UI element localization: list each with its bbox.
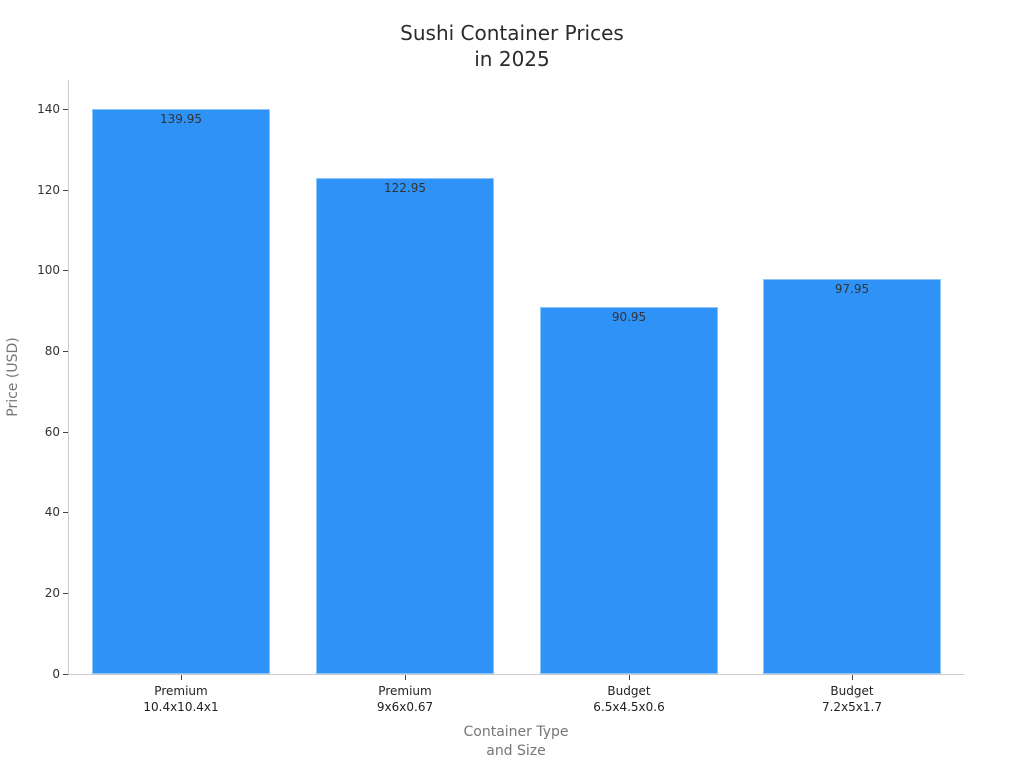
- y-tick-20: 20: [0, 586, 68, 600]
- x-tick-3: Budget 7.2x5x1.7: [763, 675, 941, 715]
- x-axis-line: [68, 674, 964, 675]
- x-tick-label: Budget 6.5x4.5x0.6: [593, 684, 665, 714]
- x-tick-label: Premium 10.4x10.4x1: [143, 684, 219, 714]
- x-tick-2: Budget 6.5x4.5x0.6: [540, 675, 718, 715]
- bar-premium-10.4x10.4x1: 139.95: [92, 109, 270, 674]
- chart-title: Sushi Container Prices in 2025: [0, 20, 1024, 72]
- x-tick-1: Premium 9x6x0.67: [316, 675, 494, 715]
- x-tick-0: Premium 10.4x10.4x1: [92, 675, 270, 715]
- y-tick-0: 0: [0, 667, 68, 681]
- bar-budget-7.2x5x1.7: 97.95: [763, 279, 941, 674]
- y-tick-60: 60: [0, 425, 68, 439]
- y-tick-100: 100: [0, 263, 68, 277]
- chart-title-line-2: in 2025: [474, 47, 550, 71]
- y-tick-120: 120: [0, 183, 68, 197]
- bar-budget-6.5x4.5x0.6: 90.95: [540, 307, 718, 674]
- x-tick-label: Premium 9x6x0.67: [376, 684, 434, 714]
- bar-value-label: 90.95: [611, 310, 647, 324]
- bar-value-label: 139.95: [160, 112, 202, 126]
- x-tick-label: Budget 7.2x5x1.7: [821, 684, 882, 714]
- y-tick-80: 80: [0, 344, 68, 358]
- bar-premium-9x6x0.67: 122.95: [316, 178, 494, 674]
- bar-value-label: 122.95: [384, 181, 426, 195]
- bar-value-label: 97.95: [834, 282, 870, 296]
- y-axis-line: [68, 80, 69, 674]
- y-tick-40: 40: [0, 505, 68, 519]
- chart-title-line-1: Sushi Container Prices: [400, 21, 624, 45]
- x-axis-label: Container Type and Size: [463, 724, 569, 759]
- y-tick-140: 140: [0, 102, 68, 116]
